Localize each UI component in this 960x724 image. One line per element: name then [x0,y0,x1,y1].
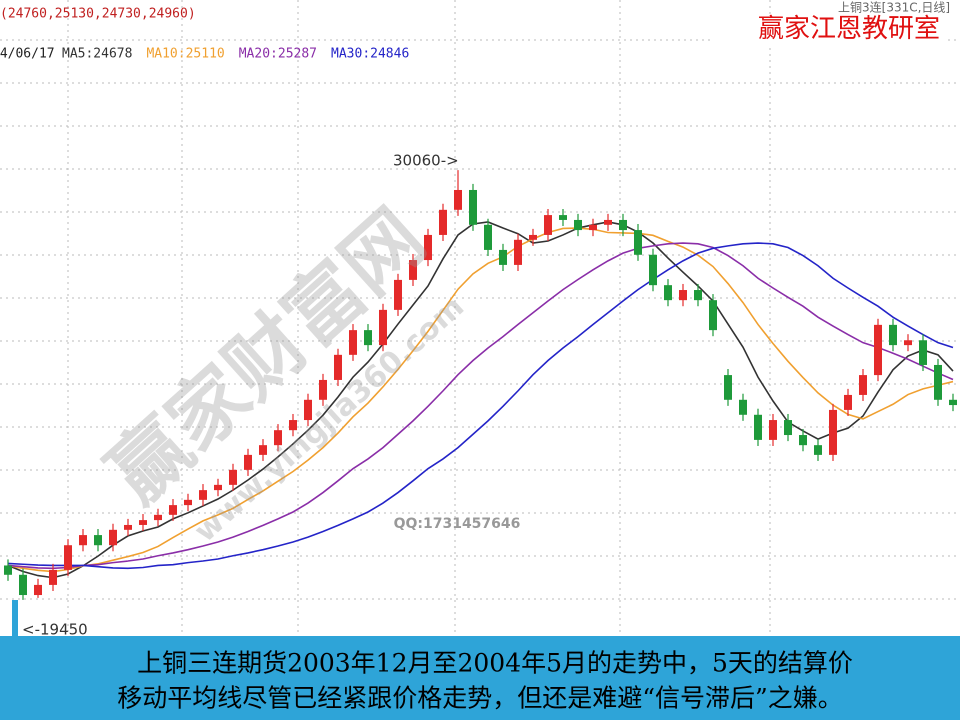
caption-line: 移动平均线尽管已经紧跟价格走势，但还是难避“信号滞后”之嫌。 [117,684,843,713]
candle-body [919,340,927,365]
candle-body [439,209,447,235]
candle-body [454,189,462,210]
candle-body [184,499,192,506]
candle-body [559,215,567,220]
candle-body [469,189,477,225]
instrument: 上铜3连[331C,日线] [838,0,950,15]
candle-body [799,435,807,446]
candle-body [649,254,657,286]
legend: MA5:24678 MA10:25110 MA20:25287 MA30:24846 [62,47,409,62]
candle-body [109,529,117,546]
candle-body [574,219,582,231]
candle-body [829,409,837,455]
candle-body [739,399,747,415]
candle-body [709,300,717,331]
header-date: 04/06/17 [0,47,55,62]
candle-body [604,219,612,225]
brand-bg [712,14,944,44]
candle-body [754,414,762,440]
candle-body [124,524,132,530]
candle-body [844,394,852,410]
candle-body [274,430,282,446]
candle-body [694,290,702,301]
candle-body [529,234,537,240]
caption-box [0,636,960,720]
candle-body [769,420,777,440]
candle-body [394,279,402,310]
candle-body [724,375,732,400]
candle-body [589,224,597,231]
candle-body [19,574,27,596]
legend-entry: MA30:24846 [331,47,409,62]
ma-line [7,242,954,570]
candle-body [364,330,372,346]
legend-entry: MA10:25110 [146,47,224,62]
candle-body [49,569,57,585]
candle-body [289,420,297,431]
candle-body [514,239,522,265]
candle-body [199,490,207,500]
candle-body [154,514,162,521]
candle-body [484,224,492,250]
caption-line: 上铜三连期货2003年12月至2004年5月的走势中，5天的结算价 [137,649,853,678]
candle-body [904,340,912,346]
watermark-qq: QQ:1731457646 [394,516,521,532]
candle-body [634,230,642,255]
grid [0,0,960,636]
candle-body [244,454,252,470]
candle-body [619,219,627,231]
candle-body [4,565,12,575]
candle-body [94,535,102,546]
candle-body [349,330,357,355]
candle-body [424,234,432,261]
candle-body [679,290,687,301]
candle-body [664,285,672,301]
candle-body [214,484,222,491]
candle-body [169,505,177,515]
candle-body [934,364,942,400]
candle-body [139,520,147,525]
legend-entry: MA5:24678 [62,47,132,62]
candle-body [544,215,552,235]
candle-body [304,399,312,421]
ma-line [7,242,954,570]
candle-body [814,445,822,455]
candle-body [859,375,867,395]
annotation-high: 30060-> [393,152,459,170]
ma-line [7,227,954,573]
brand: 赢家江恩教研室 [758,14,940,44]
legend-entry: MA20:25287 [239,47,317,62]
candle-body [874,324,882,376]
candle-body [319,379,327,400]
caption-tab [12,600,18,636]
ma-line [7,221,954,579]
candle-body [64,545,72,570]
annotation-low: <-19450 [22,621,88,639]
candle-body [334,354,342,380]
candle-body [784,420,792,436]
ma-lines [7,221,954,579]
candle-body [409,260,417,280]
candle-body [229,469,237,485]
candle-body [379,309,387,346]
candle-body [949,399,957,406]
candles [4,170,957,600]
candle-body [79,535,87,546]
candle-body [34,584,42,596]
header-ohlc: (24760,25130,24730,24960) [0,7,196,22]
candle-body [259,445,267,455]
candle-body [499,249,507,265]
candle-body [889,324,897,346]
